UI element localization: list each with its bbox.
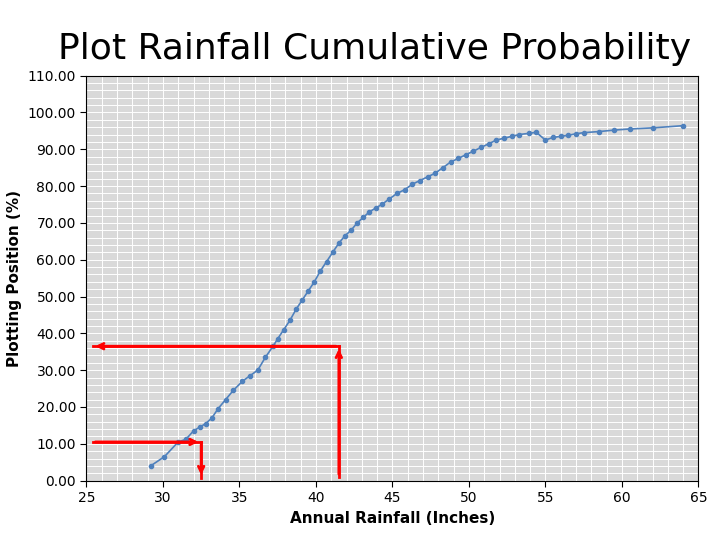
Y-axis label: Plotting Position (%): Plotting Position (%)	[7, 190, 22, 367]
X-axis label: Annual Rainfall (Inches): Annual Rainfall (Inches)	[289, 511, 495, 525]
Text: Plot Rainfall Cumulative Probability: Plot Rainfall Cumulative Probability	[58, 32, 690, 66]
